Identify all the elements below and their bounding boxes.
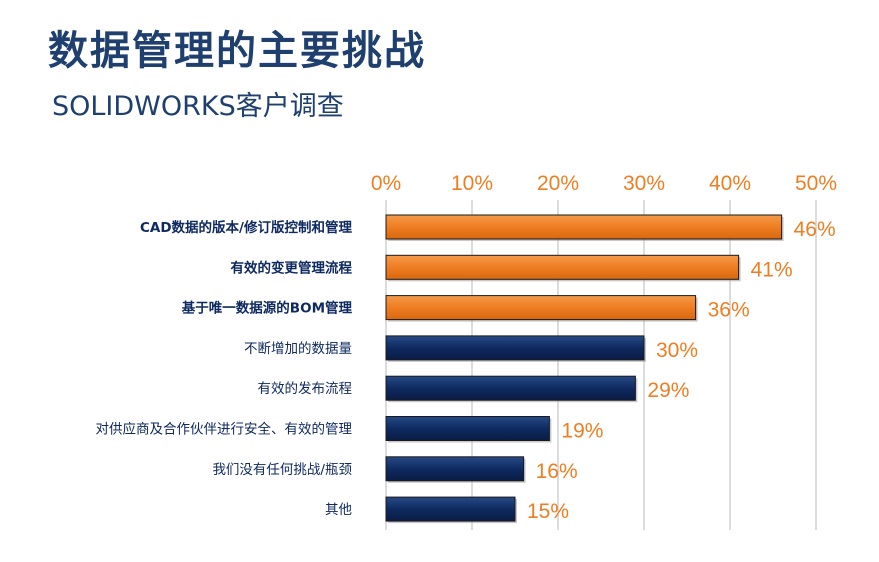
bar — [385, 254, 740, 280]
bar — [385, 456, 525, 482]
x-tick-label: 40% — [709, 172, 751, 195]
value-label: 46% — [794, 218, 836, 241]
page-subtitle: SOLIDWORKS客户调查 — [52, 91, 344, 122]
category-label: 有效的发布流程 — [258, 381, 353, 397]
value-label: 41% — [751, 258, 793, 281]
value-labels: 46%41%36% 30% 29% 19% 16% 15% — [527, 218, 836, 523]
value-label: 19% — [561, 420, 603, 443]
category-label: 其他 — [325, 502, 352, 518]
category-label: 对供应商及合作伙伴进行安全、有效的管理 — [96, 421, 353, 438]
x-tick-label: 50% — [795, 172, 837, 195]
category-label: CAD数据的版本/修订版控制和管理 — [140, 219, 352, 236]
x-tick-label: 20% — [537, 172, 579, 195]
page-title: 数据管理的主要挑战 — [48, 28, 426, 74]
bar — [385, 214, 783, 240]
bar — [385, 335, 645, 361]
category-label: 基于唯一数据源的BOM管理 — [182, 300, 353, 317]
category-label: 我们没有任何挑战/瓶颈 — [212, 462, 352, 478]
x-tick-label: 10% — [451, 172, 493, 195]
bar — [385, 295, 697, 321]
value-label: 36% — [708, 299, 750, 322]
value-label: 29% — [647, 379, 689, 402]
bar — [385, 375, 636, 401]
category-label: 有效的变更管理流程 — [231, 259, 353, 276]
bar — [385, 496, 516, 522]
bars — [385, 214, 784, 524]
x-axis-ticks: 0% 10% 20% 30% 40% 50% — [371, 172, 837, 195]
x-tick-label: 0% — [371, 172, 401, 195]
value-label: 30% — [656, 339, 698, 362]
category-labels: CAD数据的版本/修订版控制和管理有效的变更管理流程基于唯一数据源的BOM管理不… — [96, 219, 353, 518]
category-label: 不断增加的数据量 — [244, 341, 352, 357]
value-label: 16% — [536, 460, 578, 483]
x-tick-label: 30% — [623, 172, 665, 195]
value-label: 15% — [527, 500, 569, 523]
bar — [385, 416, 550, 441]
